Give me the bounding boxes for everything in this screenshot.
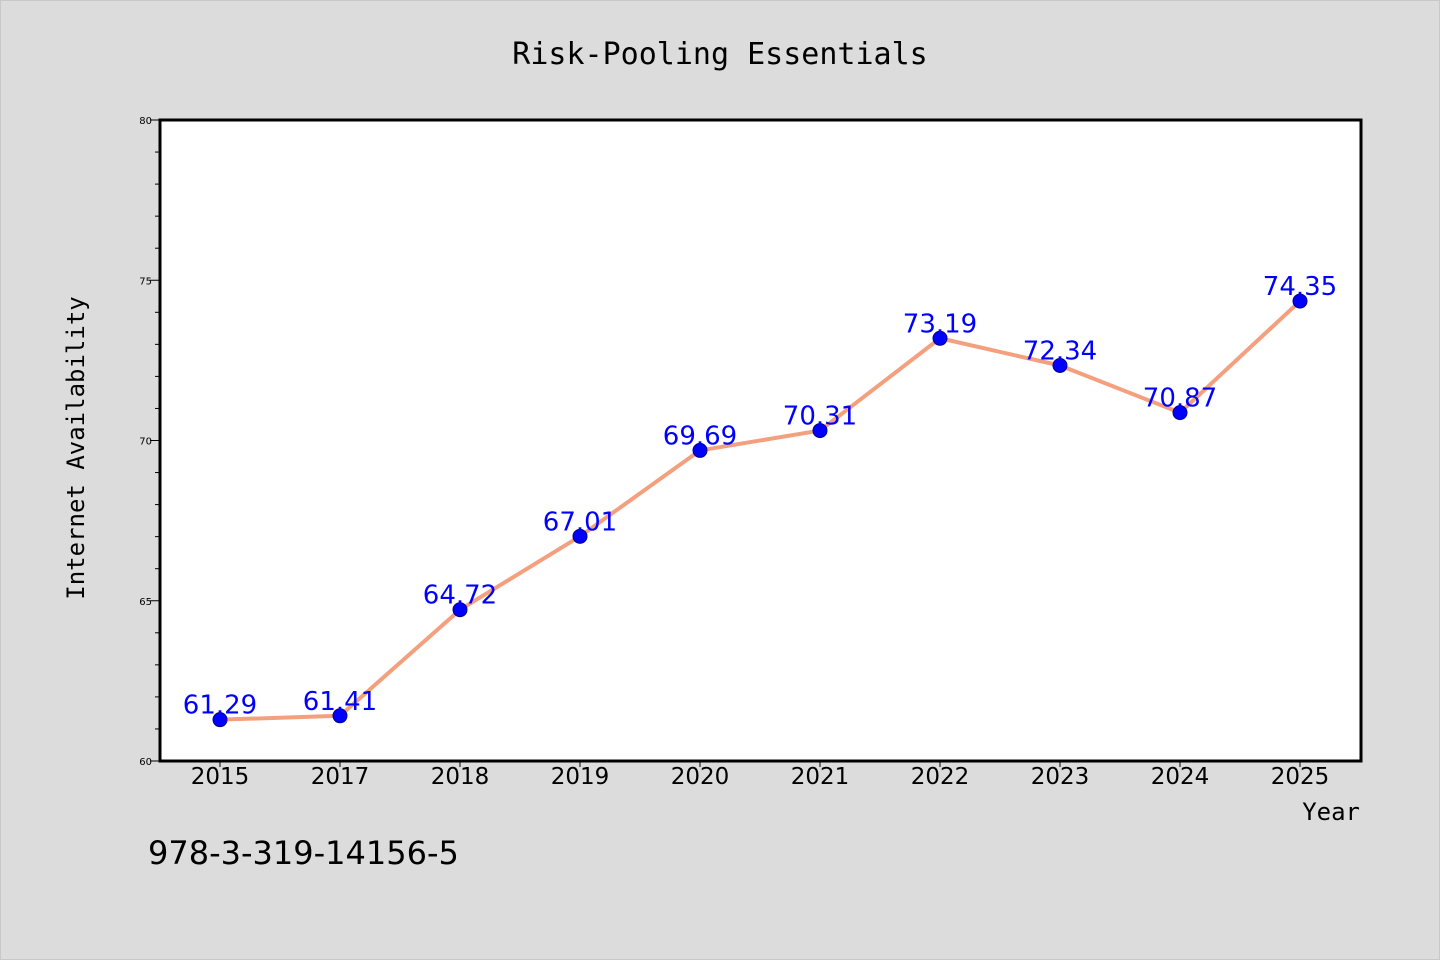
data-label: 67.01: [543, 507, 617, 537]
data-label: 70.87: [1143, 384, 1217, 414]
data-label: 72.34: [1023, 337, 1097, 367]
data-point: [572, 528, 588, 544]
y-tick-label: 80: [139, 116, 152, 127]
y-axis: 60 65 70 75 80: [139, 116, 160, 768]
plot-area: [158, 118, 1363, 763]
data-label: 74.35: [1263, 272, 1337, 302]
y-tick-label: 70: [139, 437, 152, 448]
data-point: [1292, 293, 1308, 309]
series-group: 61.29 61.41 64.72 67.01 69.69 70.31 73.19 72.34…: [183, 272, 1337, 728]
data-label: 73.19: [903, 309, 977, 339]
data-point: [1052, 358, 1068, 374]
y-axis-label: Internet Availability: [62, 296, 90, 599]
data-point: [332, 708, 348, 724]
x-tick-label: 2015: [191, 764, 250, 790]
isbn-text: 978-3-319-14156-5: [148, 834, 459, 872]
data-point: [212, 712, 228, 728]
x-tick-label: 2021: [791, 764, 850, 790]
data-point: [812, 423, 828, 439]
y-tick-label: 65: [139, 597, 152, 608]
data-point: [1172, 405, 1188, 421]
series-line: [218, 299, 1302, 722]
data-label: 70.31: [783, 402, 857, 432]
data-point: [932, 330, 948, 346]
x-tick-label: 2020: [671, 764, 730, 790]
x-tick-label: 2017: [311, 764, 370, 790]
chart-title: Risk-Pooling Essentials: [512, 37, 927, 72]
y-tick-label: 60: [139, 757, 152, 768]
y-tick-label: 75: [139, 276, 152, 287]
x-tick-label: 2024: [1151, 764, 1210, 790]
data-point: [692, 442, 708, 458]
x-axis: 2015 2017 2018 2019 2020 2021 2022 2023 2024 2025: [191, 761, 1330, 790]
x-tick-label: 2023: [1031, 764, 1090, 790]
data-label: 64.72: [423, 581, 497, 611]
data-label: 61.29: [183, 691, 257, 721]
x-tick-label: 2025: [1271, 764, 1330, 790]
data-label: 61.41: [303, 687, 377, 717]
x-axis-label: Year: [1302, 798, 1360, 826]
x-tick-label: 2018: [431, 764, 490, 790]
x-tick-label: 2019: [551, 764, 610, 790]
data-point: [452, 602, 468, 618]
data-label: 69.69: [663, 421, 737, 451]
x-tick-label: 2022: [911, 764, 970, 790]
